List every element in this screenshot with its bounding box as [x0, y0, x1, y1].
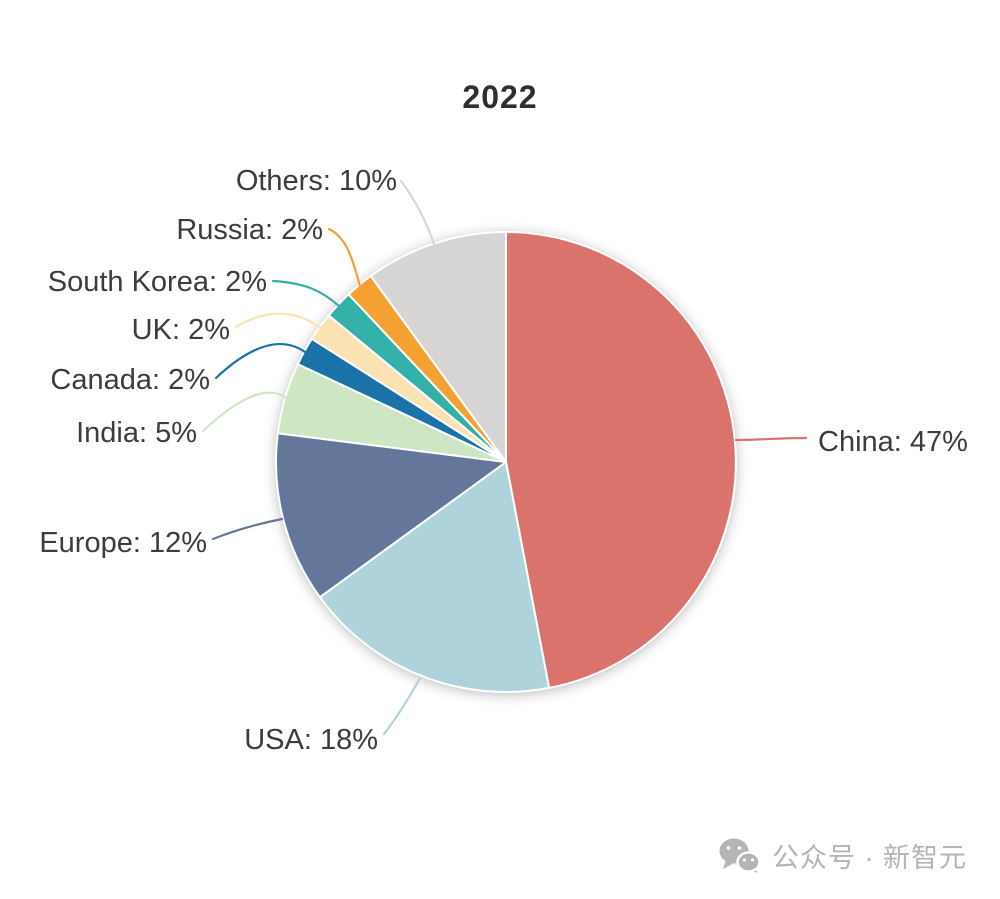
slice-label-europe: Europe: 12% — [39, 527, 207, 559]
slice-label-uk: UK: 2% — [132, 314, 230, 346]
slice-label-south-korea: South Korea: 2% — [48, 266, 267, 298]
watermark: 公众号 · 新智元 — [718, 836, 967, 875]
slice-label-china: China: 47% — [818, 426, 968, 458]
leader-line-uk — [234, 312, 323, 330]
pie-slice-others — [369, 231, 507, 463]
leader-lines — [201, 179, 808, 736]
leader-line-india — [201, 391, 288, 433]
leader-line-europe — [211, 517, 284, 541]
leader-line-china — [734, 436, 808, 442]
leader-line-usa — [382, 676, 422, 736]
slice-label-usa: USA: 18% — [244, 724, 378, 756]
leader-line-canada — [214, 343, 307, 380]
wechat-icon — [719, 838, 761, 873]
leader-line-others — [399, 179, 436, 246]
slice-labels: China: 47% USA: 18% Europe: 12% India: 5% Ca… — [39, 165, 968, 756]
slice-label-india: India: 5% — [76, 417, 197, 449]
pie-slice-europe — [275, 432, 507, 599]
slice-label-canada: Canada: 2% — [50, 364, 210, 396]
leader-line-south-korea — [271, 279, 341, 308]
watermark-text: 公众号 · 新智元 — [772, 843, 967, 873]
pie-slice-usa — [318, 461, 551, 693]
chart-title: 2022 — [462, 79, 538, 115]
slice-label-others: Others: 10% — [236, 165, 397, 197]
slice-label-russia: Russia: 2% — [176, 214, 323, 246]
pie-slice-china — [505, 231, 737, 689]
pie-slices — [275, 231, 737, 693]
leader-line-russia — [327, 227, 362, 288]
